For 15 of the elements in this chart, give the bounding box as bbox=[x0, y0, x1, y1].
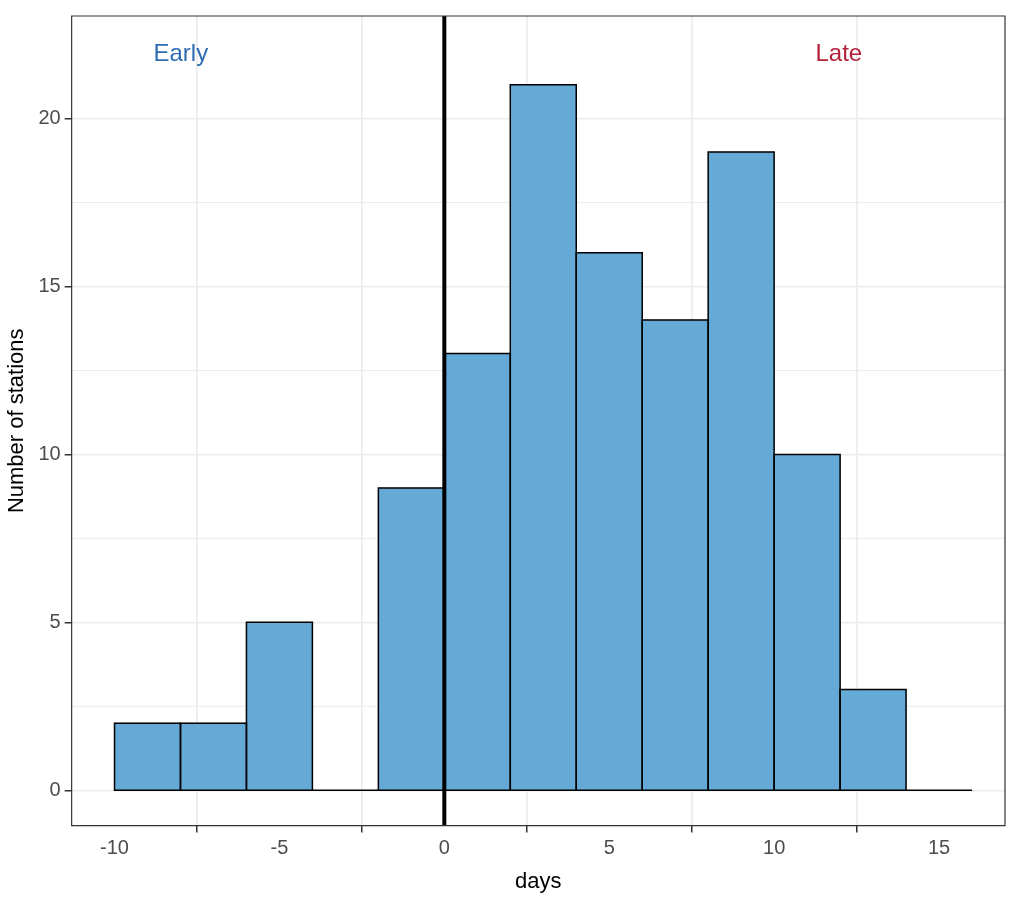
y-tick-label: 10 bbox=[38, 441, 61, 464]
x-tick-label: 5 bbox=[603, 836, 615, 859]
y-tick-label: 5 bbox=[49, 609, 61, 632]
x-tick-label: 15 bbox=[927, 836, 951, 859]
annotation: Late bbox=[815, 38, 863, 66]
y-tick-label: 0 bbox=[49, 777, 61, 800]
y-tick-label: 20 bbox=[38, 105, 61, 128]
annotation: Early bbox=[153, 38, 209, 66]
x-tick-label: -10 bbox=[100, 836, 129, 859]
y-axis-title: Number of stations bbox=[3, 328, 29, 514]
x-tick-label: -5 bbox=[270, 836, 289, 859]
x-axis-title: days bbox=[515, 867, 562, 893]
x-tick-label: 10 bbox=[763, 836, 786, 859]
y-tick-label: 15 bbox=[38, 273, 61, 296]
x-tick-label: 0 bbox=[438, 836, 450, 859]
